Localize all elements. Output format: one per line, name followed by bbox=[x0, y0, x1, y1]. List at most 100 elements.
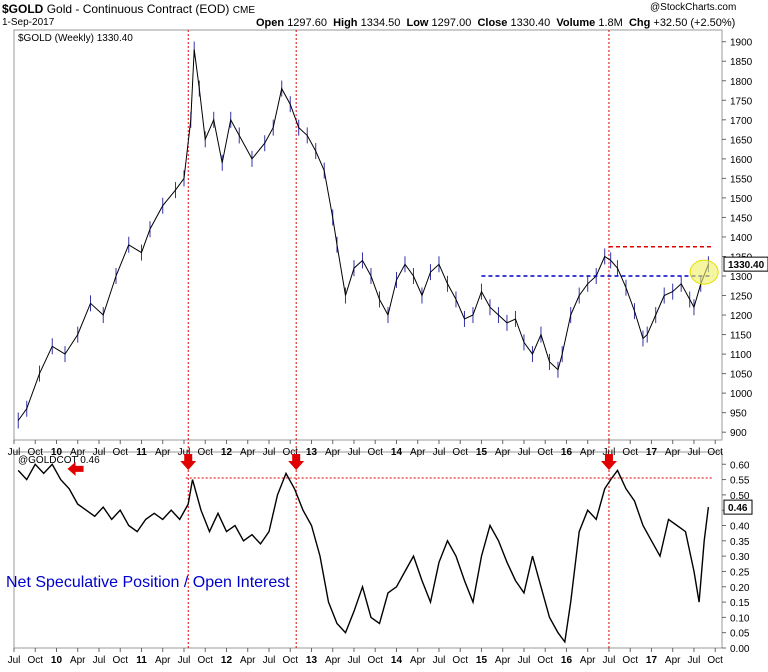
x-tick-label: Jul bbox=[93, 447, 106, 458]
x-tick-label: 11 bbox=[136, 447, 147, 458]
y-tick-label: 0.40 bbox=[730, 522, 750, 533]
x-tick-label: 15 bbox=[476, 447, 488, 458]
y-tick-label: 1000 bbox=[730, 389, 753, 400]
x-tick-label: Jul bbox=[433, 655, 446, 666]
y-tick-label: 0.25 bbox=[730, 567, 750, 578]
y-tick-label: 1250 bbox=[730, 292, 753, 303]
last-value-box bbox=[723, 256, 768, 272]
chart-symbol: $GOLD Gold - Continuous Contract (EOD) C… bbox=[2, 2, 256, 16]
y-tick-label: 1150 bbox=[730, 331, 752, 342]
y-tick-label: 0.00 bbox=[730, 644, 750, 655]
x-tick-label: Jul bbox=[8, 655, 21, 666]
y-tick-label: 1550 bbox=[730, 174, 753, 185]
x-tick-label: 15 bbox=[476, 655, 488, 666]
x-tick-label: Jul bbox=[178, 655, 191, 666]
x-tick-label: Oct bbox=[367, 655, 383, 666]
x-tick-label: Apr bbox=[155, 655, 171, 666]
y-tick-label: 0.05 bbox=[730, 629, 750, 640]
volume-value: 1.8M bbox=[598, 17, 623, 29]
x-tick-label: Oct bbox=[707, 447, 723, 458]
x-tick-label: Oct bbox=[537, 655, 553, 666]
x-tick-label: 17 bbox=[646, 655, 658, 666]
x-tick-label: 16 bbox=[561, 655, 573, 666]
x-tick-label: Apr bbox=[665, 655, 681, 666]
x-tick-label: Apr bbox=[240, 447, 256, 458]
open-value: 1297.60 bbox=[287, 17, 327, 29]
y-tick-label: 1500 bbox=[730, 194, 753, 205]
x-tick-label: 10 bbox=[51, 447, 63, 458]
x-tick-label: Apr bbox=[495, 655, 511, 666]
close-value: 1330.40 bbox=[510, 17, 551, 29]
x-tick-label: 10 bbox=[51, 655, 63, 666]
x-tick-label: Oct bbox=[367, 447, 383, 458]
chg-label: Chg bbox=[628, 17, 651, 29]
x-tick-label: Apr bbox=[325, 447, 341, 458]
x-tick-label: Jul bbox=[603, 655, 616, 666]
x-tick-label: Jul bbox=[688, 655, 701, 666]
x-tick-label: Apr bbox=[580, 655, 596, 666]
x-tick-label: 13 bbox=[306, 655, 318, 666]
y-tick-label: 1800 bbox=[730, 77, 753, 88]
x-tick-label: 11 bbox=[136, 655, 147, 666]
x-tick-label: 14 bbox=[391, 447, 403, 458]
y-tick-label: 1300 bbox=[730, 272, 753, 283]
x-tick-label: Jul bbox=[518, 655, 531, 666]
x-tick-label: Oct bbox=[27, 655, 43, 666]
panel-frame-upper bbox=[13, 29, 723, 441]
left-arrow-marker bbox=[67, 461, 84, 476]
low-label: Low bbox=[406, 17, 429, 29]
x-tick-label: 12 bbox=[221, 447, 233, 458]
x-tick-label: 16 bbox=[561, 447, 573, 458]
x-tick-label: Oct bbox=[282, 655, 298, 666]
x-tick-label: Apr bbox=[325, 655, 341, 666]
down-arrow-marker bbox=[180, 454, 197, 470]
last-value-box bbox=[723, 499, 753, 515]
x-tick-label: Jul bbox=[93, 655, 106, 666]
x-tick-label: Apr bbox=[580, 447, 596, 458]
x-tick-label: Jul bbox=[263, 655, 276, 666]
y-tick-label: 1450 bbox=[730, 213, 753, 224]
x-tick-label: Jul bbox=[348, 655, 361, 666]
y-tick-label: 950 bbox=[730, 409, 747, 420]
x-tick-label: Jul bbox=[348, 447, 361, 458]
y-tick-label: 0.35 bbox=[730, 537, 750, 548]
x-tick-label: Jul bbox=[688, 447, 701, 458]
x-tick-label: Apr bbox=[410, 447, 426, 458]
last-value-label: 1330.40 bbox=[728, 260, 765, 271]
x-tick-label: Jul bbox=[178, 447, 191, 458]
x-tick-label: Oct bbox=[622, 655, 638, 666]
x-tick-label: Oct bbox=[27, 447, 43, 458]
breakout-highlight bbox=[689, 259, 719, 285]
y-tick-label: 0.30 bbox=[730, 552, 750, 563]
x-tick-label: Oct bbox=[112, 447, 128, 458]
x-tick-label: 17 bbox=[646, 447, 658, 458]
y-tick-label: 1850 bbox=[730, 57, 753, 68]
copyright-label: @StockCharts.com bbox=[650, 2, 737, 13]
x-tick-label: Jul bbox=[433, 447, 446, 458]
y-tick-label: 0.10 bbox=[730, 613, 750, 624]
y-tick-label: 0.60 bbox=[730, 460, 750, 471]
low-value: 1297.00 bbox=[431, 17, 472, 29]
x-tick-label: Jul bbox=[263, 447, 276, 458]
y-tick-label: 1700 bbox=[730, 116, 753, 127]
y-tick-label: 1050 bbox=[730, 370, 753, 381]
down-arrow-marker bbox=[288, 454, 305, 470]
x-tick-label: Apr bbox=[155, 447, 171, 458]
y-tick-label: 1200 bbox=[730, 311, 753, 322]
cot-series bbox=[17, 463, 710, 644]
x-tick-label: 12 bbox=[221, 655, 233, 666]
y-tick-label: 1100 bbox=[730, 350, 752, 361]
x-tick-label: Oct bbox=[452, 447, 468, 458]
x-tick-label: Oct bbox=[197, 447, 213, 458]
ohlc-readout: Open 1297.60 High 1334.50 Low 1297.00 Cl… bbox=[256, 17, 735, 29]
x-tick-label: Oct bbox=[537, 447, 553, 458]
upper-panel-title: $GOLD (Weekly) 1330.40 bbox=[18, 33, 133, 44]
y-tick-label: 1650 bbox=[730, 135, 753, 146]
x-tick-label: Jul bbox=[603, 447, 616, 458]
x-tick-label: Apr bbox=[665, 447, 681, 458]
y-tick-label: 1400 bbox=[730, 233, 753, 244]
x-tick-label: Oct bbox=[452, 655, 468, 666]
x-tick-label: Apr bbox=[495, 447, 511, 458]
chart-date: 1-Sep-2017 bbox=[2, 17, 55, 28]
